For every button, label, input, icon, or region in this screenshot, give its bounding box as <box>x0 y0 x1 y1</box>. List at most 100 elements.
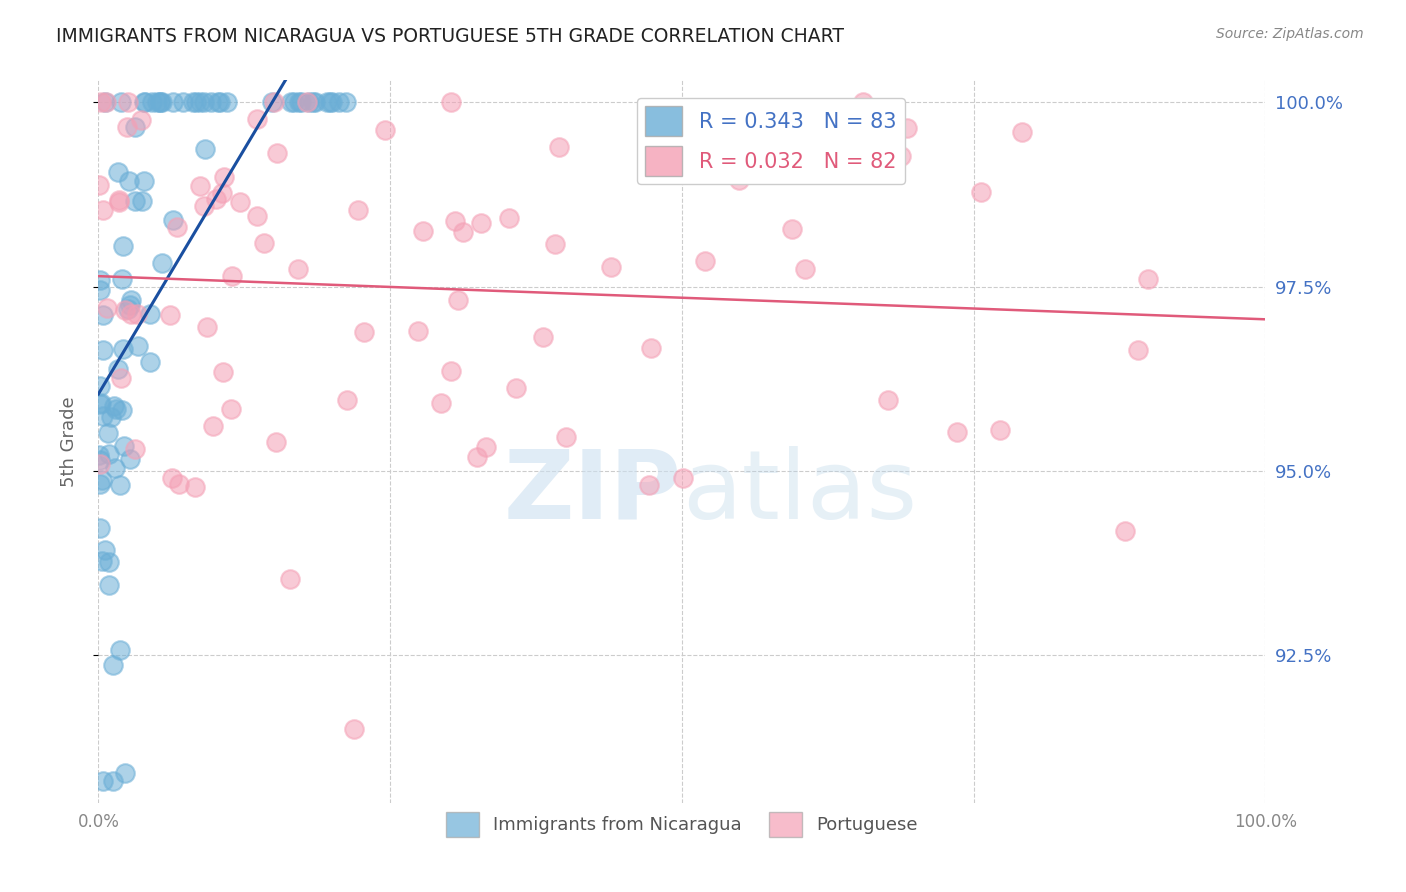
Point <box>93 409 115 423</box>
Point <box>246 209 269 223</box>
Point <box>298 95 321 110</box>
Point <box>207 95 229 110</box>
Point <box>475 441 498 455</box>
Point <box>89 397 111 411</box>
Point <box>505 381 527 395</box>
Point <box>91 554 114 568</box>
Point <box>104 461 127 475</box>
Point <box>120 307 142 321</box>
Point <box>287 261 309 276</box>
Point <box>89 453 111 467</box>
Point <box>246 112 269 126</box>
Point <box>470 215 492 229</box>
Point <box>343 722 366 736</box>
Point <box>181 95 204 110</box>
Point <box>149 95 172 110</box>
Point <box>465 450 488 465</box>
Point <box>90 95 112 110</box>
Point <box>637 478 659 492</box>
Point <box>132 95 155 110</box>
Point <box>104 402 127 417</box>
Point <box>212 365 235 379</box>
Point <box>114 303 136 318</box>
Point <box>110 95 132 110</box>
Point <box>1137 272 1160 286</box>
Point <box>97 578 120 592</box>
Point <box>444 213 467 227</box>
Point <box>263 95 285 110</box>
Point <box>1011 125 1033 139</box>
Point <box>112 238 135 252</box>
Point <box>283 95 305 110</box>
Point <box>896 120 918 135</box>
Point <box>145 95 167 110</box>
Text: Source: ZipAtlas.com: Source: ZipAtlas.com <box>1216 27 1364 41</box>
Point <box>446 293 468 307</box>
Point <box>89 458 111 472</box>
Point <box>160 471 183 485</box>
Point <box>253 235 276 250</box>
Point <box>124 442 146 456</box>
Point <box>107 165 129 179</box>
Point <box>91 473 114 487</box>
Point <box>531 329 554 343</box>
Point <box>108 193 131 207</box>
Point <box>335 95 357 110</box>
Point <box>1114 524 1136 538</box>
Point <box>347 202 370 217</box>
Point <box>852 95 875 110</box>
Point <box>794 261 817 276</box>
Point <box>184 95 207 110</box>
Point <box>96 301 118 315</box>
Point <box>150 256 173 270</box>
Point <box>184 480 207 494</box>
Point <box>990 423 1012 437</box>
Point <box>440 364 463 378</box>
Point <box>131 194 153 208</box>
Point <box>110 477 132 491</box>
Text: atlas: atlas <box>682 446 917 539</box>
Point <box>316 95 339 110</box>
Point <box>290 95 312 110</box>
Point <box>543 236 565 251</box>
Point <box>162 95 184 110</box>
Point <box>118 298 141 312</box>
Legend: Immigrants from Nicaragua, Portuguese: Immigrants from Nicaragua, Portuguese <box>439 805 925 845</box>
Point <box>430 396 453 410</box>
Point <box>266 146 288 161</box>
Point <box>693 254 716 268</box>
Point <box>780 221 803 235</box>
Point <box>211 186 233 200</box>
Point <box>124 194 146 209</box>
Point <box>91 309 114 323</box>
Point <box>412 224 434 238</box>
Point <box>295 95 318 110</box>
Point <box>212 169 235 184</box>
Point <box>374 123 396 137</box>
Point <box>260 95 283 110</box>
Point <box>91 773 114 788</box>
Point <box>114 766 136 780</box>
Point <box>117 120 139 135</box>
Point <box>101 773 124 788</box>
Text: IMMIGRANTS FROM NICARAGUA VS PORTUGUESE 5TH GRADE CORRELATION CHART: IMMIGRANTS FROM NICARAGUA VS PORTUGUESE … <box>56 27 844 45</box>
Point <box>111 272 134 286</box>
Point <box>190 95 212 110</box>
Point <box>287 95 309 110</box>
Point <box>162 213 184 227</box>
Point <box>112 439 135 453</box>
Point <box>193 198 215 212</box>
Point <box>599 260 621 275</box>
Point <box>90 395 112 409</box>
Point <box>498 211 520 225</box>
Point <box>89 520 111 534</box>
Point <box>96 95 118 110</box>
Point <box>201 418 224 433</box>
Point <box>125 308 148 322</box>
Point <box>215 95 238 110</box>
Point <box>876 393 898 408</box>
Point <box>301 95 323 110</box>
Point <box>555 430 578 444</box>
Point <box>111 343 134 357</box>
Point <box>304 95 326 110</box>
